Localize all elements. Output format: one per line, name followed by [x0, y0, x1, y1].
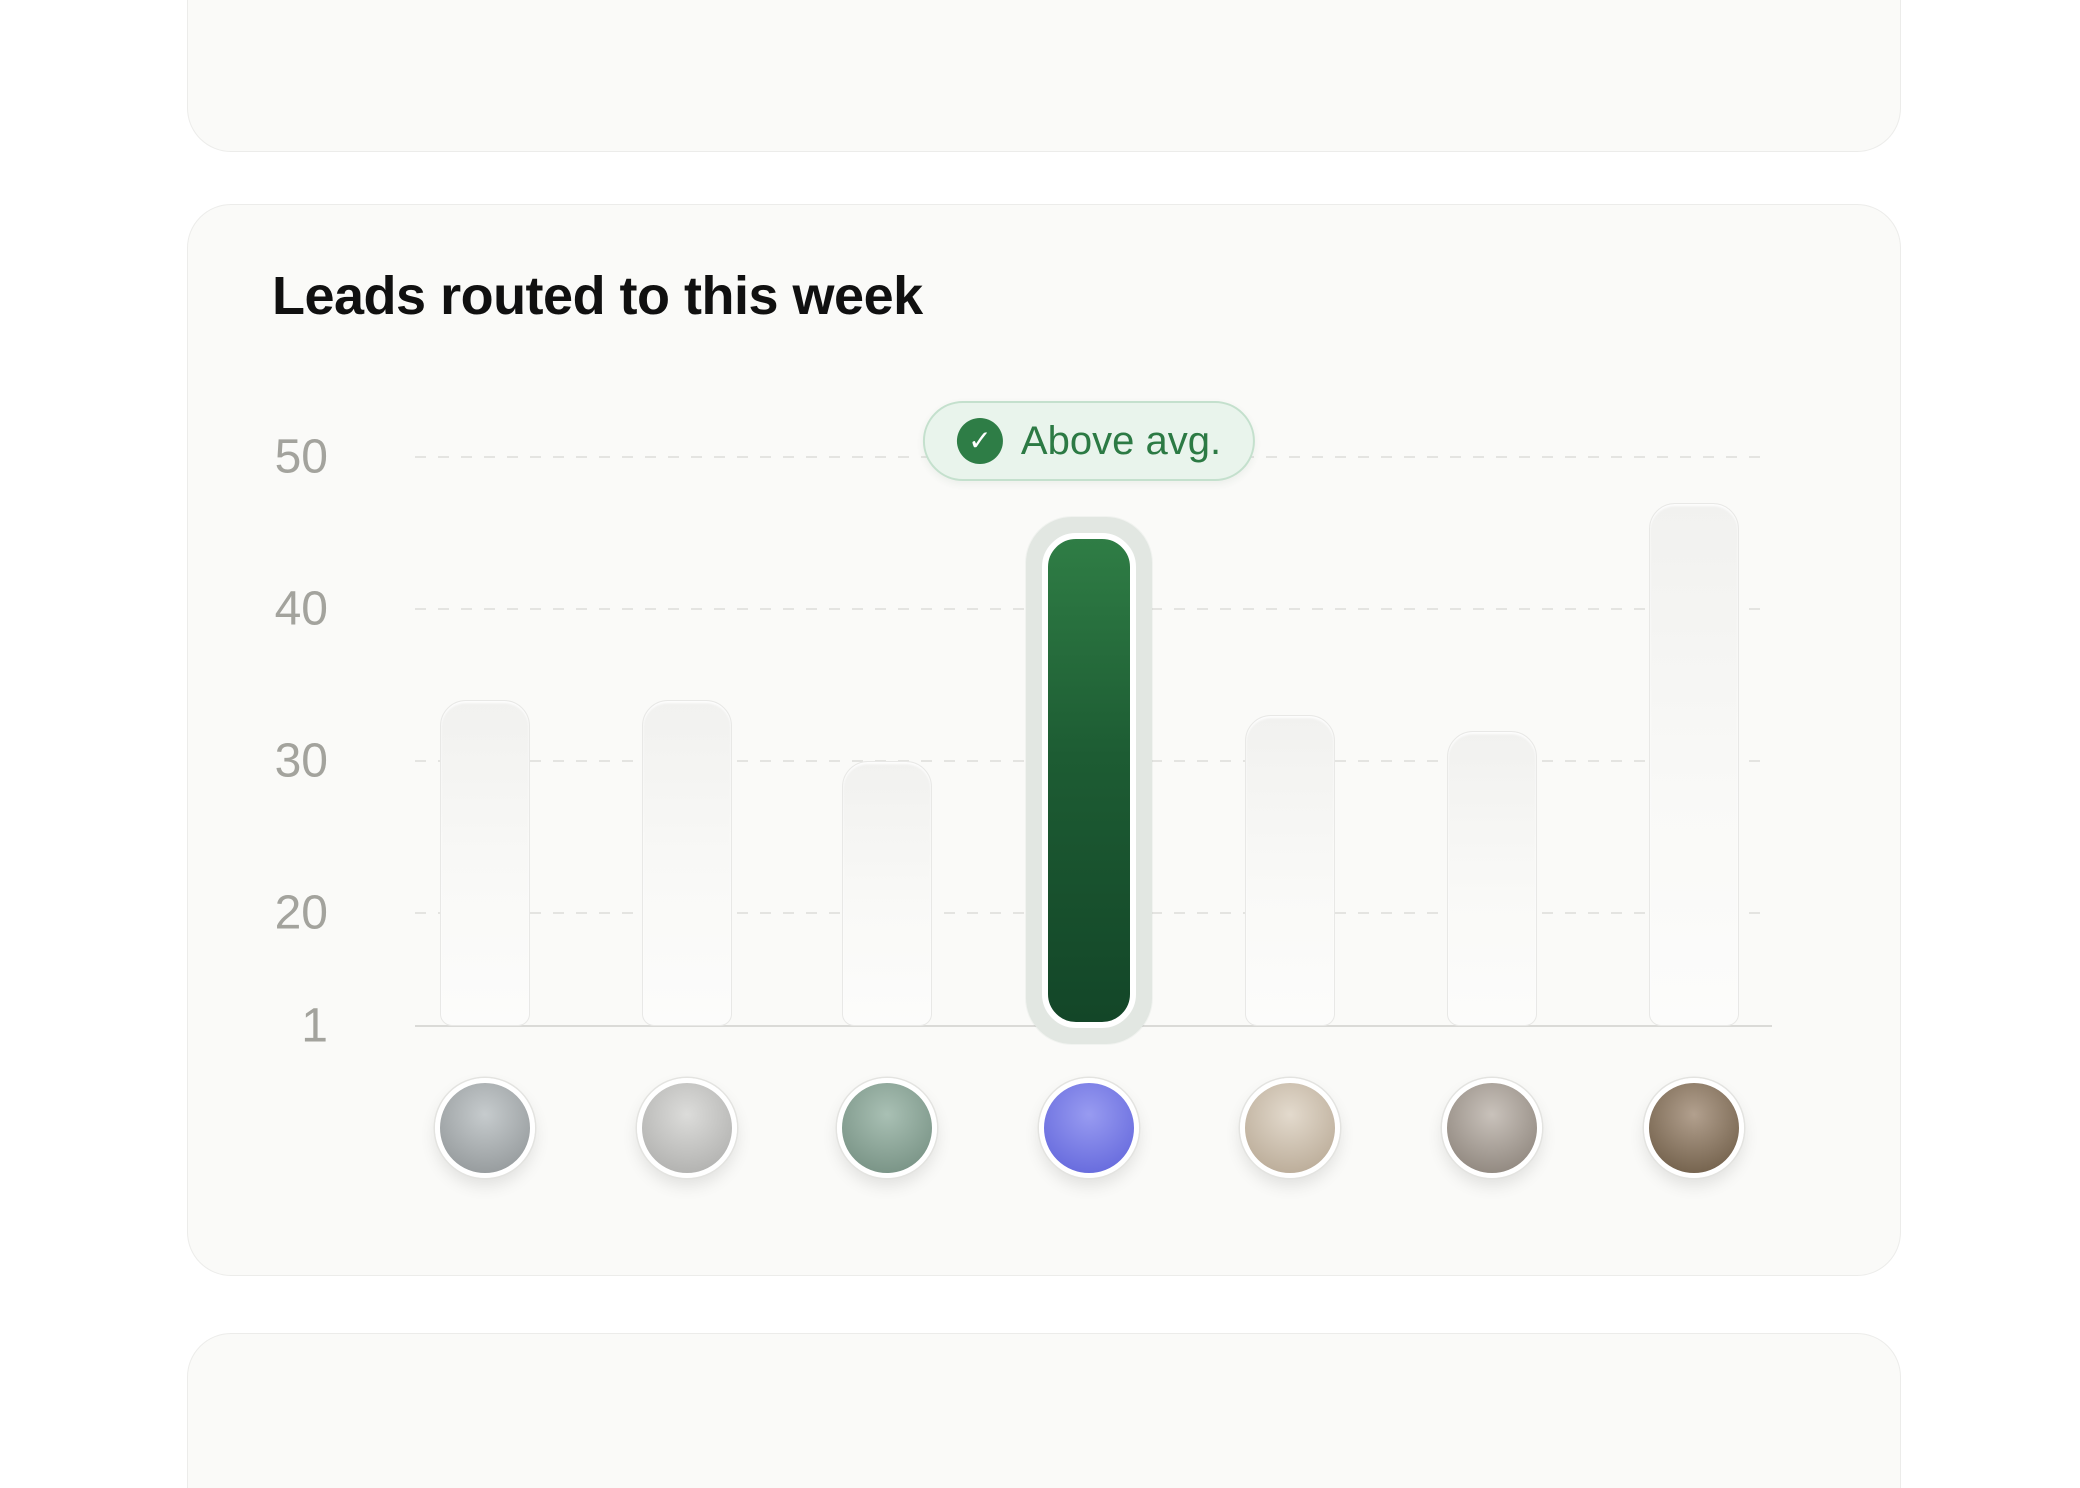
avatar-rep-7[interactable]	[1644, 1078, 1744, 1178]
bar[interactable]	[842, 761, 932, 1026]
y-tick-label: 50	[274, 430, 328, 484]
check-icon: ✓	[956, 418, 1003, 464]
partial-card-top	[187, 0, 1901, 152]
bar[interactable]	[440, 700, 530, 1026]
highlighted-bar[interactable]	[1026, 517, 1152, 1044]
chart-layer: 50 40 30 20 1	[188, 205, 1900, 1275]
avatar-rep-6[interactable]	[1442, 1078, 1542, 1178]
badge-label: Above avg.	[1020, 418, 1222, 463]
avatar-rep-1[interactable]	[435, 1078, 535, 1178]
avatar-rep-3[interactable]	[837, 1078, 937, 1178]
highlighted-bar-fill	[1042, 533, 1136, 1028]
bar[interactable]	[642, 700, 732, 1026]
card-title: Leads routed to this week	[272, 266, 923, 326]
avatar-rep-2[interactable]	[637, 1078, 737, 1178]
avatar-rep-5[interactable]	[1240, 1078, 1340, 1178]
avatar-row	[188, 205, 1900, 1275]
bar[interactable]	[1649, 502, 1739, 1026]
y-tick-label: 40	[274, 582, 328, 636]
y-tick-label: 1	[301, 999, 328, 1053]
y-tick-label: 30	[274, 734, 328, 788]
partial-card-bottom	[187, 1333, 1901, 1488]
leads-routed-card: Leads routed to this week 50 40 30 20 1 ✓ Ab…	[187, 204, 1901, 1276]
check-glyph: ✓	[968, 425, 992, 456]
y-tick-label: 20	[274, 886, 328, 940]
bar[interactable]	[1245, 715, 1335, 1026]
avatar-rep-4-selected[interactable]	[1039, 1078, 1139, 1178]
above-avg-badge: ✓ Above avg.	[922, 401, 1256, 481]
bar[interactable]	[1447, 730, 1537, 1026]
